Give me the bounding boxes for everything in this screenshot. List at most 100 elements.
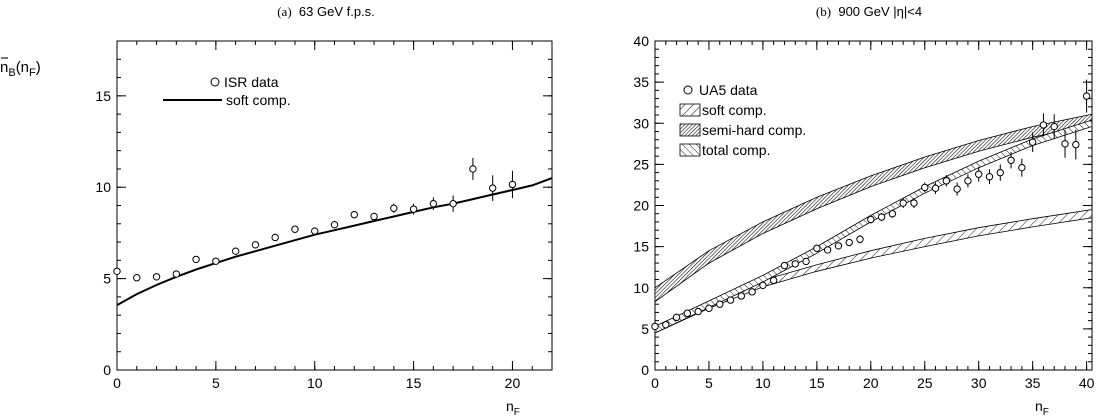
band-fwd [654, 209, 1093, 334]
data-point [291, 225, 299, 233]
y-tick-label: 40 [633, 33, 649, 49]
data-point [370, 212, 378, 221]
x-tick-label: 35 [1025, 375, 1041, 391]
data-point [910, 199, 918, 207]
data-point [942, 177, 951, 185]
x-tick-label: 15 [809, 375, 825, 391]
x-tick-label: 20 [863, 375, 879, 391]
data-point [330, 220, 339, 229]
x-tick-label: 10 [755, 375, 771, 391]
data-point [672, 313, 681, 322]
data-point [212, 257, 220, 265]
legend-soft-label: soft comp. [226, 92, 291, 108]
y-tick-label: 0 [641, 362, 649, 378]
y-tick-label: 30 [633, 115, 649, 131]
panel-a-data-points [113, 157, 517, 282]
panel-b-x-axis-label: nF [1035, 398, 1049, 417]
data-point [172, 270, 181, 278]
data-point [133, 273, 141, 282]
data-point [192, 255, 200, 264]
y-label-close: ) [36, 59, 41, 76]
data-point [662, 321, 670, 329]
x-tick-label: 30 [971, 375, 987, 391]
data-point [1007, 156, 1015, 164]
data-point [823, 246, 832, 254]
data-point [1039, 121, 1048, 129]
panel-a-x-axis-label: nF [506, 398, 520, 417]
y-tick-label: 15 [633, 239, 649, 255]
legend-total-label: total comp. [702, 142, 770, 158]
data-point [975, 170, 983, 178]
data-point [1082, 92, 1091, 100]
panel-b-title-prefix: (b) [816, 4, 831, 19]
data-point [802, 257, 810, 266]
data-point [834, 242, 843, 250]
legend-total-swatch [679, 143, 701, 157]
y-tick-label: 15 [95, 88, 111, 104]
data-point [1028, 138, 1037, 146]
y-label-sub: B [8, 67, 15, 79]
data-point [705, 304, 713, 313]
data-point [231, 247, 240, 255]
y-tick-label: 5 [641, 321, 649, 337]
soft-comp-curve [116, 177, 553, 306]
data-point [1018, 163, 1026, 172]
y-tick-label: 10 [633, 280, 649, 296]
data-point [996, 168, 1004, 177]
legend-isr-label: ISR data [224, 74, 279, 90]
panel-a-soft-curve-layer [116, 177, 553, 306]
x-tick-label: 5 [705, 375, 713, 391]
y-tick-label: 5 [103, 271, 111, 287]
y-tick-label: 25 [633, 156, 649, 172]
data-point [813, 244, 821, 252]
x-tick-label: 0 [113, 375, 121, 391]
data-point [1072, 140, 1080, 149]
panel-b-title: (b) 900 GeV |η|<4 [816, 4, 922, 19]
data-point [921, 183, 929, 192]
data-point [390, 204, 398, 212]
data-point [748, 288, 756, 296]
data-point [845, 238, 853, 247]
x-tick-label: 15 [406, 375, 422, 391]
x-tick-label: 40 [1079, 375, 1095, 391]
panel-a-title-prefix: (a) [277, 4, 291, 19]
legend-isr-marker [210, 77, 220, 87]
legend-ua5-label: UA5 data [699, 82, 758, 98]
x-label-sub-b: F [1043, 407, 1049, 417]
panel-b: (b) 900 GeV |η|<4 0 5 10 15 20 25 30 35 40 0 5 10 15… [633, 4, 1094, 417]
data-point [867, 215, 875, 224]
data-point [350, 210, 358, 219]
panel-a-legend: ISR data soft comp. [163, 74, 291, 108]
x-tick-label: 0 [651, 375, 659, 391]
data-point [726, 296, 735, 304]
panel-a-title-text: 63 GeV f.p.s. [299, 4, 375, 19]
panel-b-data-points [651, 79, 1091, 331]
data-point [651, 322, 659, 331]
data-point [877, 213, 886, 221]
panel-a: (a) 63 GeV f.p.s. nB(nF) 0 5 10 15 20051015 … [0, 4, 553, 417]
data-point [113, 267, 121, 275]
data-point [152, 273, 161, 281]
x-tick-label: 5 [212, 375, 220, 391]
data-point [683, 309, 692, 317]
data-point [899, 199, 907, 207]
data-point [311, 227, 319, 235]
x-label-main-b: n [1035, 398, 1043, 414]
plot-frame [116, 40, 553, 371]
data-point [985, 173, 994, 181]
y-tick-label: 35 [633, 74, 649, 90]
data-point [737, 292, 746, 300]
legend-soft-label-b: soft comp. [702, 102, 767, 118]
data-point [759, 281, 767, 289]
legend-soft-swatch [679, 103, 701, 117]
legend-semihard-swatch [679, 123, 701, 137]
x-tick-label: 10 [307, 375, 323, 391]
data-point [488, 184, 497, 192]
x-tick-label: 25 [917, 375, 933, 391]
data-point [931, 184, 940, 192]
data-point [888, 210, 897, 218]
y-tick-label: 20 [633, 198, 649, 214]
data-point [964, 177, 972, 185]
data-point [856, 235, 864, 243]
data-point [694, 307, 702, 316]
